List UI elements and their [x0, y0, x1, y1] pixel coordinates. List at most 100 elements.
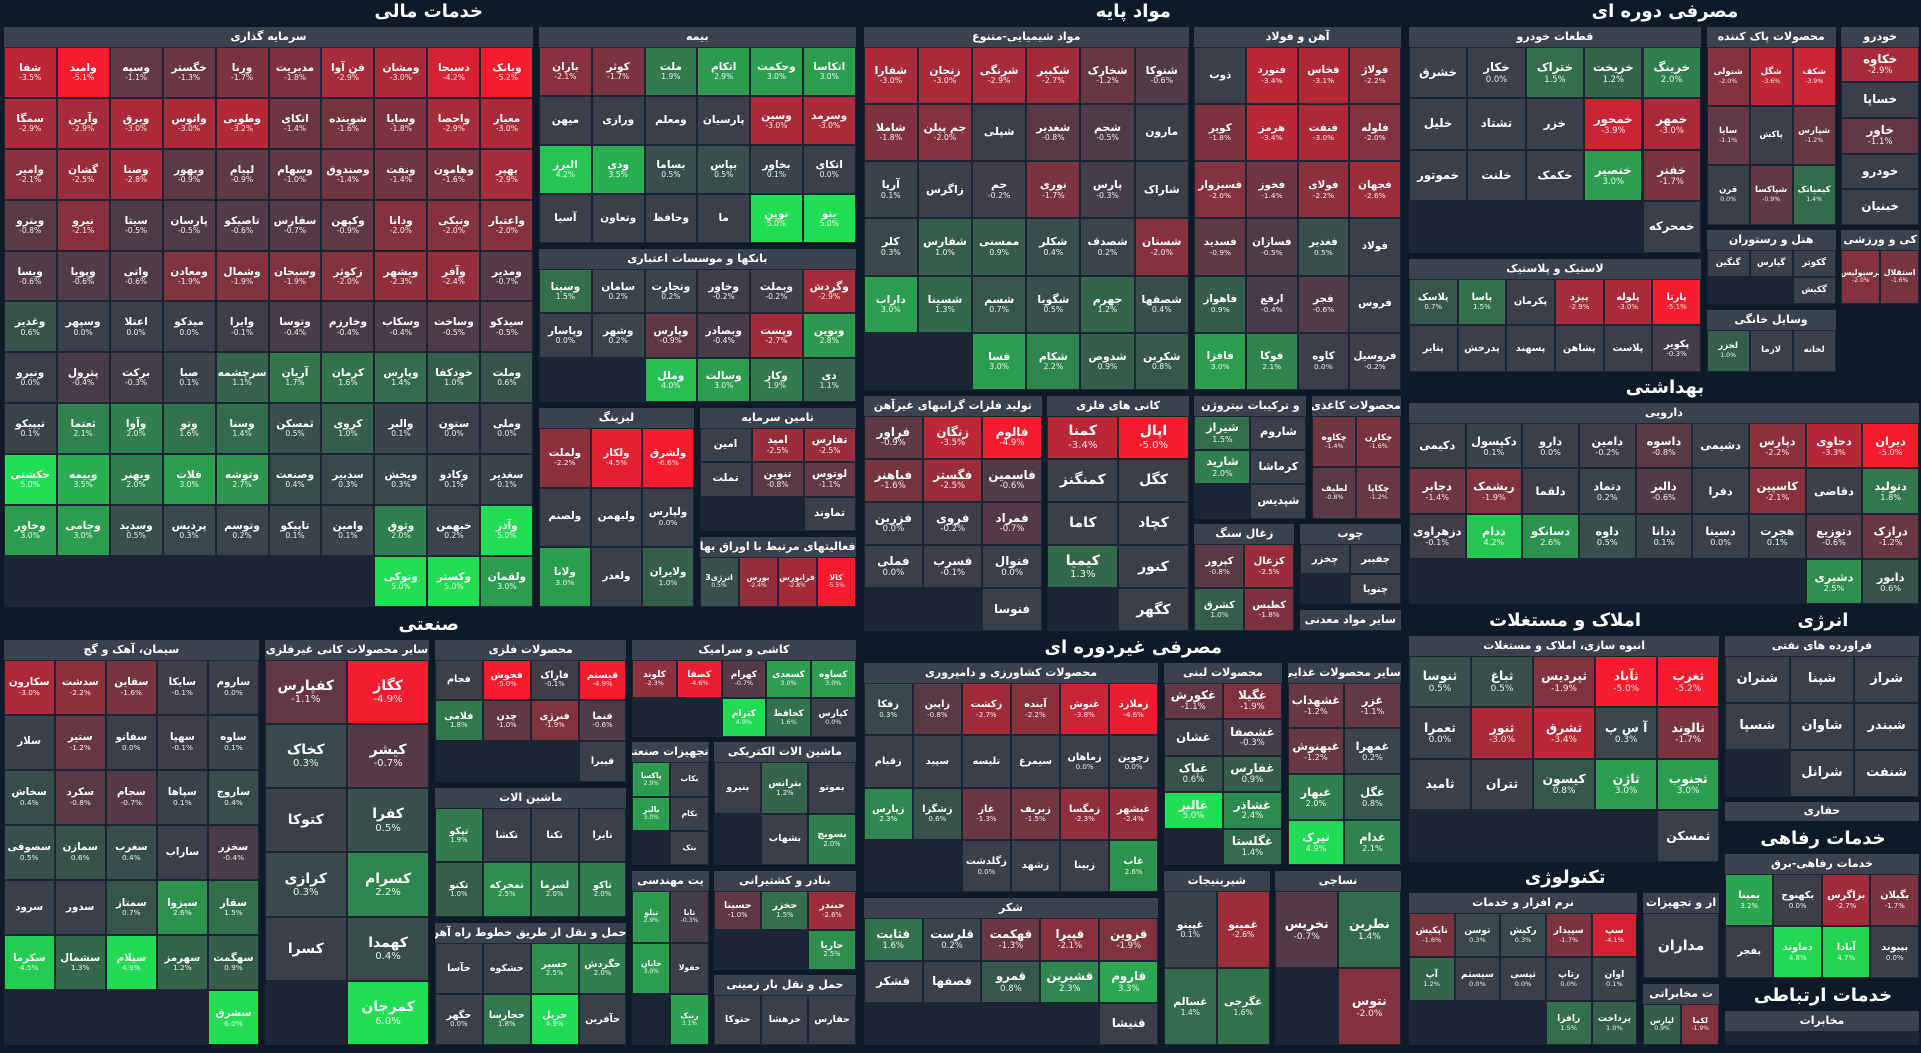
stock-tile[interactable]: ساوه 0.1%	[207, 714, 259, 770]
stock-tile[interactable]: البرز 4.2%	[539, 144, 592, 194]
stock-tile[interactable]: وبهور -0.9%	[162, 148, 216, 200]
stock-tile[interactable]: امید -2.5%	[751, 427, 804, 463]
stock-tile[interactable]: مداران	[1642, 913, 1720, 979]
stock-tile[interactable]: غگرجی 1.6%	[1216, 968, 1270, 1046]
stock-tile[interactable]: دارو 0.0%	[1522, 423, 1579, 469]
stock-tile[interactable]: سصوفی 0.5%	[3, 824, 55, 881]
stock-tile[interactable]: غاب 2.6%	[1109, 839, 1159, 893]
stock-tile[interactable]: سکرما 4.5%	[3, 935, 55, 991]
stock-tile[interactable]: بکاب	[670, 762, 709, 797]
stock-tile[interactable]: وتو 1.6%	[162, 403, 216, 455]
stock-tile[interactable]: وشمال -1.9%	[215, 250, 269, 302]
stock-tile[interactable]: کهمدا 0.4%	[346, 916, 430, 982]
stock-tile[interactable]: ثامید	[1408, 758, 1471, 811]
stock-tile[interactable]: وآفر -2.4%	[427, 250, 481, 302]
stock-tile[interactable]: شتوکا -0.6%	[1134, 46, 1189, 105]
stock-tile[interactable]: وتعاون	[591, 193, 645, 243]
stock-tile[interactable]: دقاضی	[1805, 468, 1863, 514]
stock-tile[interactable]: چفیبر	[1350, 544, 1401, 575]
stock-tile[interactable]: درازک -1.2%	[1862, 513, 1919, 560]
stock-tile[interactable]: غشاذر 2.4%	[1222, 792, 1282, 829]
stock-tile[interactable]: سپید	[912, 735, 962, 788]
stock-tile[interactable]: وحکمت 3.0%	[750, 46, 803, 96]
stock-tile[interactable]: پیزد -2.9%	[1554, 278, 1604, 326]
stock-tile[interactable]: وملت 0.6%	[480, 352, 534, 404]
stock-tile[interactable]: کزغال -2.5%	[1244, 544, 1295, 588]
stock-tile[interactable]: سیستم 0.0%	[1454, 957, 1501, 1002]
stock-tile[interactable]: شغدیر -0.8%	[1026, 104, 1081, 162]
stock-tile[interactable]: خریخت 1.2%	[1584, 46, 1643, 99]
stock-tile[interactable]: بگیلان -1.7%	[1870, 873, 1919, 926]
stock-tile[interactable]: ولملت -2.2%	[539, 427, 591, 488]
stock-tile[interactable]: دتوزیع -0.6%	[1805, 513, 1863, 560]
stock-tile[interactable]: ودی 3.5%	[591, 144, 645, 194]
stock-tile[interactable]: نیرو -2.1%	[56, 199, 110, 251]
stock-tile[interactable]: بخاور 0.1%	[750, 144, 803, 194]
stock-tile[interactable]: چدن -1.0%	[482, 700, 531, 742]
stock-tile[interactable]: بهپر -2.9%	[480, 148, 534, 200]
stock-tile[interactable]: وصنعت 0.4%	[268, 454, 322, 506]
stock-tile[interactable]: شاوان	[1789, 702, 1855, 750]
stock-tile[interactable]: امین	[699, 427, 752, 463]
stock-tile[interactable]: حکشتی 5.0%	[3, 454, 57, 506]
stock-tile[interactable]: وسدید 0.5%	[109, 505, 163, 556]
stock-tile[interactable]: بمپنا 3.2%	[1724, 873, 1774, 926]
stock-tile[interactable]: ثنور -3.0%	[1470, 707, 1534, 759]
stock-tile[interactable]: خرینگ 2.0%	[1642, 46, 1701, 99]
stock-tile[interactable]: کیمیاتک 1.4%	[1792, 165, 1836, 225]
stock-tile[interactable]: سیلام 4.9%	[105, 935, 157, 991]
stock-tile[interactable]: فنورد -3.4%	[1246, 46, 1298, 105]
stock-tile[interactable]: زکوثر -2.0%	[321, 250, 375, 302]
stock-tile[interactable]: ولبهمن	[590, 487, 643, 548]
stock-tile[interactable]: تملت	[699, 462, 752, 497]
stock-tile[interactable]: دتولید 1.8%	[1862, 468, 1919, 514]
stock-tile[interactable]: واتوس -3.0%	[162, 97, 216, 149]
stock-tile[interactable]: شسم 0.7%	[972, 275, 1027, 333]
stock-tile[interactable]: وبهنر 2.0%	[109, 454, 163, 506]
stock-tile[interactable]: بساما 0.5%	[644, 144, 698, 194]
stock-tile[interactable]: باران -2.1%	[539, 46, 592, 96]
stock-tile[interactable]: زشگزا 0.6%	[912, 787, 962, 840]
stock-tile[interactable]: وآرین -2.9%	[56, 97, 110, 149]
stock-tile[interactable]: فسا 3.0%	[972, 332, 1027, 391]
stock-tile[interactable]: فن آوا -2.9%	[321, 46, 375, 98]
stock-tile[interactable]: قزوین -1.9%	[1099, 918, 1159, 961]
stock-tile[interactable]: ویخش 0.3%	[374, 454, 428, 506]
stock-tile[interactable]: قمرو 0.8%	[981, 960, 1041, 1003]
stock-tile[interactable]: نخریس -0.7%	[1275, 891, 1339, 969]
stock-tile[interactable]: شوینده -1.6%	[321, 97, 375, 149]
stock-tile[interactable]: دلقما	[1522, 468, 1579, 514]
stock-tile[interactable]: وبانک -5.2%	[480, 46, 534, 98]
stock-tile[interactable]: حاریا 2.5%	[808, 930, 856, 970]
stock-tile[interactable]: ونوین 2.8%	[802, 313, 856, 358]
stock-tile[interactable]: ملت 1.9%	[644, 46, 698, 96]
stock-tile[interactable]: خودرو	[1841, 153, 1919, 190]
stock-tile[interactable]: خبهمن 0.2%	[427, 505, 481, 556]
stock-tile[interactable]: زفکا 0.3%	[863, 682, 913, 736]
stock-tile[interactable]: ثنوسا 0.5%	[1408, 655, 1471, 708]
stock-tile[interactable]: شصدف 0.2%	[1080, 218, 1135, 276]
stock-tile[interactable]: سفانو 0.0%	[105, 714, 157, 770]
stock-tile[interactable]: آینده -2.2%	[1010, 682, 1061, 736]
stock-tile[interactable]: شاراک	[1134, 161, 1189, 219]
stock-tile[interactable]: زماهان 0.0%	[1060, 735, 1110, 788]
stock-tile[interactable]: کنور	[1118, 545, 1189, 589]
stock-tile[interactable]: وصنا -2.8%	[109, 148, 163, 200]
stock-tile[interactable]: وسرمد -3.0%	[802, 95, 856, 145]
stock-tile[interactable]: ولانا 3.0%	[539, 547, 591, 607]
stock-tile[interactable]: ساروم 0.0%	[207, 659, 259, 715]
stock-tile[interactable]: ثتران	[1470, 758, 1534, 811]
stock-tile[interactable]: غنوش -3.8%	[1060, 682, 1110, 736]
stock-tile[interactable]: ولشرق -6.6%	[642, 427, 694, 488]
stock-tile[interactable]: بپیوند 0.0%	[1870, 926, 1919, 979]
stock-tile[interactable]: فملی 0.0%	[863, 545, 924, 589]
stock-tile[interactable]: تکنا	[530, 807, 579, 863]
stock-tile[interactable]: خشرق	[1408, 46, 1468, 99]
stock-tile[interactable]: غگل 0.8%	[1344, 774, 1401, 820]
stock-tile[interactable]: نطرین 1.4%	[1338, 891, 1401, 969]
stock-tile[interactable]: دالبر -0.6%	[1635, 468, 1693, 514]
stock-tile[interactable]: بترانس 1.2%	[761, 762, 809, 814]
stock-tile[interactable]: سدور	[54, 880, 106, 936]
stock-tile[interactable]: زچوین 0.0%	[1109, 735, 1159, 788]
stock-tile[interactable]: دماوند 4.8%	[1773, 926, 1822, 979]
